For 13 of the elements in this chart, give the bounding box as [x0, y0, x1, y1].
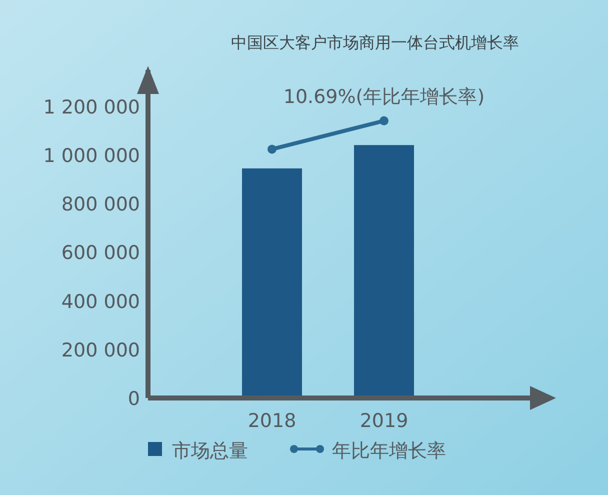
y-tick-label: 600 000	[61, 242, 140, 264]
y-tick-label: 1 200 000	[43, 96, 140, 118]
legend-label: 年比年增长率	[332, 440, 446, 462]
legend-label: 市场总量	[172, 440, 248, 462]
x-tick-label: 2019	[360, 410, 408, 432]
y-tick-label: 400 000	[61, 290, 140, 313]
y-tick-label: 1 000 000	[43, 145, 140, 168]
y-tick-label: 200 000	[61, 339, 140, 362]
annotation: 10.69%(年比年增长率)	[283, 86, 485, 108]
x-tick-label: 2018	[248, 410, 296, 432]
chart-title: 中国区大客户市场商用一体台式机增长率	[231, 33, 519, 52]
y-tick-label: 800 000	[61, 194, 140, 216]
y-tick-label: 0	[128, 388, 140, 410]
